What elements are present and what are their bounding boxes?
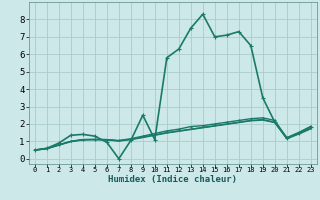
X-axis label: Humidex (Indice chaleur): Humidex (Indice chaleur) bbox=[108, 175, 237, 184]
